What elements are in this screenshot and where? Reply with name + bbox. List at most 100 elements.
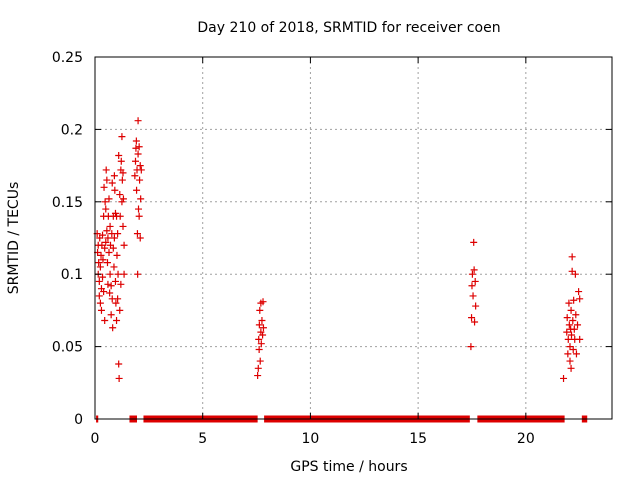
data-point: [102, 166, 110, 174]
data-point: [569, 317, 577, 325]
data-point: [571, 270, 579, 278]
data-point: [257, 340, 265, 348]
data-point: [113, 317, 121, 325]
data-point: [136, 176, 144, 184]
data-point: [97, 306, 105, 314]
data-point: [572, 311, 580, 319]
data-point: [113, 251, 121, 259]
data-point: [133, 186, 141, 194]
data-point: [115, 360, 123, 368]
data-point: [99, 256, 107, 264]
data-point: [100, 183, 108, 191]
data-point: [131, 172, 139, 180]
data-point: [119, 195, 127, 203]
data-point: [95, 292, 103, 300]
data-point: [255, 321, 263, 329]
data-point: [468, 282, 476, 290]
data-point: [119, 169, 127, 177]
data-point: [134, 117, 142, 125]
chart-title: Day 210 of 2018, SRMTID for receiver coe…: [197, 20, 500, 36]
data-point: [572, 350, 580, 358]
data-points: [93, 117, 584, 382]
data-point: [136, 162, 144, 170]
data-point: [118, 176, 126, 184]
data-point: [105, 195, 113, 203]
data-point: [254, 372, 262, 380]
y-tick-label: 0.05: [52, 340, 83, 356]
data-point: [258, 317, 266, 325]
plot-frame: [94, 56, 613, 420]
y-tick-label: 0: [74, 412, 83, 428]
data-point: [116, 212, 124, 220]
data-point: [114, 270, 122, 278]
data-point: [95, 277, 103, 285]
data-point: [110, 263, 118, 271]
data-point: [575, 288, 583, 296]
grid-lines: [95, 57, 612, 419]
data-point: [255, 345, 263, 353]
data-point: [99, 231, 107, 239]
data-point: [114, 230, 122, 238]
data-point: [467, 343, 475, 351]
data-point: [105, 248, 113, 256]
data-point: [569, 345, 577, 353]
tick-labels: 0 5 10 15 20 0 0.05 0.1 0.15 0.2 0.25: [52, 50, 535, 447]
data-point: [135, 143, 143, 151]
data-point: [256, 306, 264, 314]
data-point: [107, 282, 115, 290]
data-point: [104, 234, 112, 242]
data-point: [101, 244, 109, 252]
data-point: [255, 335, 263, 343]
data-point: [115, 151, 123, 159]
data-point: [567, 306, 575, 314]
data-point: [106, 270, 114, 278]
data-point: [107, 311, 115, 319]
data-point: [106, 289, 114, 297]
data-point: [111, 186, 119, 194]
data-point: [568, 331, 576, 339]
data-point: [117, 280, 125, 288]
data-point: [564, 350, 572, 358]
x-tick-label: 0: [91, 431, 100, 447]
data-point: [560, 374, 568, 382]
data-point: [101, 317, 109, 325]
data-point: [117, 157, 125, 165]
data-point: [134, 270, 142, 278]
data-point: [136, 234, 144, 242]
data-point: [110, 234, 118, 242]
data-point: [135, 205, 143, 213]
data-point: [103, 227, 111, 235]
data-point: [116, 191, 124, 199]
data-point: [101, 198, 109, 206]
data-point: [106, 222, 114, 230]
data-point: [134, 150, 142, 158]
data-point: [469, 292, 477, 300]
data-point: [471, 318, 479, 326]
data-point: [470, 238, 478, 246]
data-point: [111, 277, 119, 285]
data-point: [100, 288, 108, 296]
x-tick-label: 5: [198, 431, 207, 447]
data-point: [103, 259, 111, 267]
data-point: [470, 266, 478, 274]
data-point: [133, 230, 141, 238]
data-point: [254, 364, 262, 372]
data-point: [468, 270, 476, 278]
data-point: [132, 137, 140, 145]
data-point: [137, 166, 145, 174]
data-point: [96, 299, 104, 307]
x-tick-label: 20: [517, 431, 535, 447]
data-point: [471, 277, 479, 285]
data-point: [118, 133, 126, 141]
data-point: [259, 298, 267, 306]
data-point: [104, 280, 112, 288]
data-point: [102, 238, 110, 246]
y-tick-label: 0.1: [61, 267, 83, 283]
data-point: [97, 251, 105, 259]
data-point: [112, 299, 120, 307]
data-point: [565, 299, 573, 307]
data-point: [109, 244, 117, 252]
data-point: [108, 179, 116, 187]
data-point: [568, 253, 576, 261]
